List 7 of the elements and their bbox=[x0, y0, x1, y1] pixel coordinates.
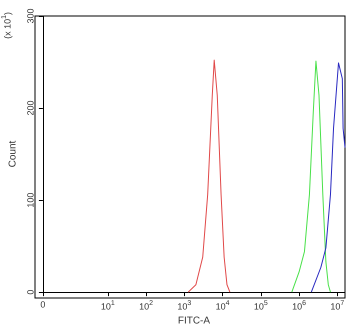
y-tick-label: 100 bbox=[25, 192, 36, 208]
y-axis-title: Count bbox=[8, 140, 18, 168]
x-axis-title: FITC-A bbox=[178, 316, 210, 326]
y-tick-label: 300 bbox=[25, 8, 36, 24]
y-tick-label: 0 bbox=[25, 290, 36, 295]
y-tick-label: 200 bbox=[25, 100, 36, 116]
x-tick-label: 0 bbox=[40, 300, 46, 310]
